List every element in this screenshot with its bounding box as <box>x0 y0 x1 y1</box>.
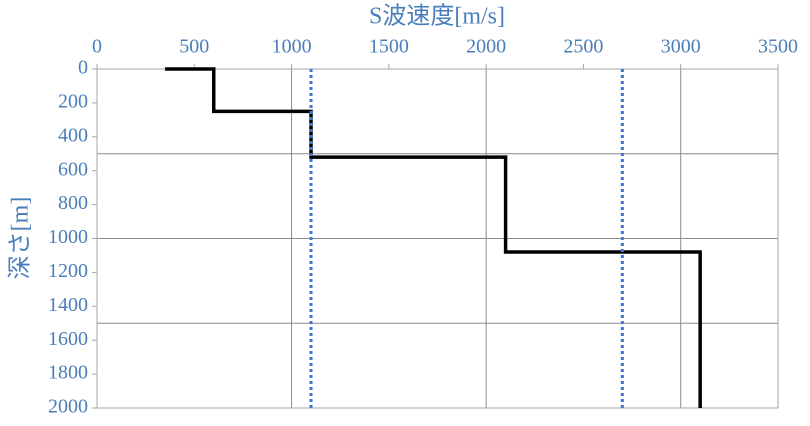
x-tick-label: 500 <box>179 36 209 58</box>
x-tick-label: 1000 <box>272 36 312 58</box>
x-tick-label: 1500 <box>369 36 409 58</box>
y-axis-title: 深さ[m] <box>7 197 34 280</box>
y-tick-label: 1400 <box>48 294 88 316</box>
x-tick-label: 3000 <box>661 36 701 58</box>
y-tick-label: 0 <box>78 57 88 79</box>
y-tick-label: 400 <box>58 124 88 146</box>
y-tick-label: 1800 <box>48 362 88 384</box>
y-tick-label: 1200 <box>48 260 88 282</box>
y-tick-label: 800 <box>58 192 88 214</box>
y-tick-label: 200 <box>58 90 88 112</box>
x-tick-label: 0 <box>92 36 102 58</box>
x-axis-title: S波速度[m/s] <box>369 3 505 30</box>
y-tick-label: 1000 <box>48 226 88 248</box>
x-tick-label: 3500 <box>758 36 798 58</box>
y-tick-label: 2000 <box>48 396 88 418</box>
data-line <box>165 67 702 408</box>
x-tick-label: 2500 <box>563 36 603 58</box>
y-tick-label: 600 <box>58 158 88 180</box>
y-tick-label: 1600 <box>48 328 88 350</box>
x-tick-label: 2000 <box>466 36 506 58</box>
